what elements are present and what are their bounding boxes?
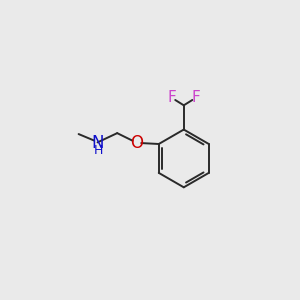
Text: H: H	[94, 144, 103, 157]
Text: O: O	[130, 134, 143, 152]
Text: N: N	[91, 134, 104, 152]
Text: F: F	[167, 90, 176, 105]
Text: F: F	[191, 90, 200, 105]
